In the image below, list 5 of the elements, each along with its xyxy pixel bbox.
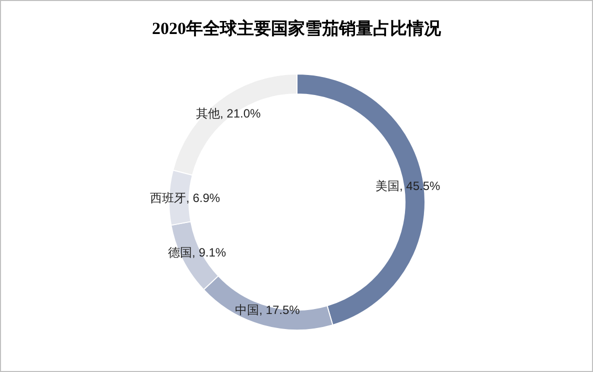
slice-label: 西班牙, 6.9% <box>150 191 220 206</box>
slice-label: 其他, 21.0% <box>196 106 262 121</box>
slice-label: 中国, 17.5% <box>235 303 300 318</box>
chart-title: 2020年全球主要国家雪茄销量占比情况 <box>152 19 442 38</box>
slice-label: 德国, 9.1% <box>168 246 226 260</box>
